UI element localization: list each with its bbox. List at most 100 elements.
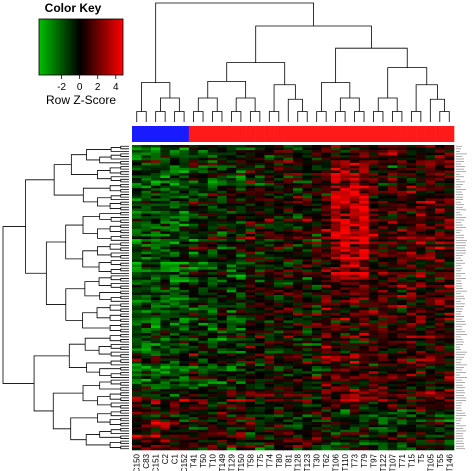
row-dendrogram-branch bbox=[120, 206, 129, 211]
heatmap-cell bbox=[444, 353, 455, 357]
heatmap-cell bbox=[321, 348, 332, 352]
heatmap-cell bbox=[198, 203, 209, 207]
heatmap-cell bbox=[169, 241, 180, 245]
heatmap-cell bbox=[416, 167, 426, 171]
heatmap-cell bbox=[397, 396, 407, 400]
heatmap-cell bbox=[368, 261, 379, 265]
heatmap-cell bbox=[160, 320, 171, 324]
heatmap-cell bbox=[416, 358, 426, 362]
heatmap-cell bbox=[406, 401, 417, 405]
heatmap-cell bbox=[387, 165, 398, 169]
heatmap-cell bbox=[359, 231, 370, 235]
heatmap-cell bbox=[207, 447, 218, 451]
heatmap-cell bbox=[349, 317, 360, 321]
heatmap-cell bbox=[217, 277, 228, 281]
heatmap-cell bbox=[150, 361, 161, 364]
heatmap-cell bbox=[169, 218, 180, 222]
heatmap-cell bbox=[245, 427, 256, 430]
heatmap-cell bbox=[416, 315, 426, 319]
heatmap-cell bbox=[397, 261, 407, 265]
heatmap-cell bbox=[444, 371, 455, 375]
heatmap-cell bbox=[217, 216, 228, 220]
heatmap-cell bbox=[226, 259, 237, 263]
heatmap-cell bbox=[132, 389, 142, 392]
heatmap-cell bbox=[207, 406, 218, 410]
heatmap-cell bbox=[245, 333, 256, 336]
heatmap-cell bbox=[330, 317, 341, 321]
heatmap-cell bbox=[160, 155, 171, 159]
heatmap-cell bbox=[330, 358, 341, 362]
heatmap-cell bbox=[321, 206, 332, 209]
heatmap-cell bbox=[302, 172, 313, 176]
heatmap-cell bbox=[283, 386, 294, 390]
heatmap-cell bbox=[245, 442, 256, 446]
heatmap-cell bbox=[236, 307, 246, 311]
heatmap-cell bbox=[378, 414, 389, 418]
heatmap-cell bbox=[406, 389, 417, 392]
heatmap-cell bbox=[368, 396, 379, 400]
heatmap-cell bbox=[179, 180, 190, 184]
heatmap-cell bbox=[340, 157, 351, 161]
heatmap-cell bbox=[283, 147, 294, 151]
heatmap-cell bbox=[293, 259, 303, 263]
heatmap-cell bbox=[132, 279, 142, 283]
sample-group-bar bbox=[132, 126, 455, 142]
heatmap-cell bbox=[132, 228, 142, 232]
heatmap-cell bbox=[132, 419, 142, 423]
heatmap-cell bbox=[150, 386, 161, 390]
heatmap-cell bbox=[207, 254, 218, 258]
heatmap-cell bbox=[236, 361, 246, 364]
heatmap-cell bbox=[141, 310, 152, 314]
heatmap-cell bbox=[255, 434, 265, 438]
heatmap-cell bbox=[217, 157, 228, 161]
heatmap-cell bbox=[141, 221, 152, 225]
heatmap-cell bbox=[264, 150, 275, 153]
heatmap-cell bbox=[207, 409, 218, 413]
heatmap-cell bbox=[378, 254, 389, 258]
heatmap-cell bbox=[378, 444, 389, 448]
heatmap-cell bbox=[425, 213, 436, 217]
heatmap-cell bbox=[302, 447, 313, 451]
heatmap-cell bbox=[340, 185, 351, 189]
heatmap-cell bbox=[444, 340, 455, 344]
heatmap-cell bbox=[274, 333, 284, 336]
heatmap-cell bbox=[255, 411, 265, 415]
heatmap-cell bbox=[245, 172, 256, 176]
heatmap-cell bbox=[283, 216, 294, 220]
heatmap-cell bbox=[198, 160, 209, 164]
heatmap-cell bbox=[340, 254, 351, 258]
heatmap-cell bbox=[198, 333, 209, 336]
heatmap-cell bbox=[444, 180, 455, 184]
heatmap-cell bbox=[435, 150, 445, 153]
heatmap-cell bbox=[444, 231, 455, 235]
heatmap-cell bbox=[340, 363, 351, 367]
heatmap-cell bbox=[359, 244, 370, 247]
heatmap-cell bbox=[378, 328, 389, 331]
heatmap-cell bbox=[302, 200, 313, 204]
heatmap-cell bbox=[293, 429, 303, 433]
heatmap-cell bbox=[207, 340, 218, 344]
heatmap-cell bbox=[188, 221, 199, 225]
heatmap-cell bbox=[132, 302, 142, 306]
heatmap-cell bbox=[160, 312, 171, 316]
heatmap-cell bbox=[198, 447, 209, 451]
heatmap-cell bbox=[169, 193, 180, 197]
heatmap-cell bbox=[425, 170, 436, 174]
heatmap-cell bbox=[160, 190, 171, 194]
heatmap-cell bbox=[188, 386, 199, 390]
heatmap-cell bbox=[188, 152, 199, 156]
heatmap-cell bbox=[160, 376, 171, 380]
heatmap-cell bbox=[416, 348, 426, 352]
heatmap-cell bbox=[425, 282, 436, 286]
heatmap-cell bbox=[207, 411, 218, 415]
heatmap-cell bbox=[160, 251, 171, 255]
heatmap-cell bbox=[150, 185, 161, 189]
heatmap-cell bbox=[160, 416, 171, 420]
heatmap-cell bbox=[330, 373, 341, 377]
heatmap-cell bbox=[387, 203, 398, 207]
heatmap-cell bbox=[311, 221, 322, 225]
heatmap-cell bbox=[340, 233, 351, 237]
heatmap-cell bbox=[150, 236, 161, 240]
heatmap-cell bbox=[141, 439, 152, 443]
heatmap-cell bbox=[311, 160, 322, 164]
